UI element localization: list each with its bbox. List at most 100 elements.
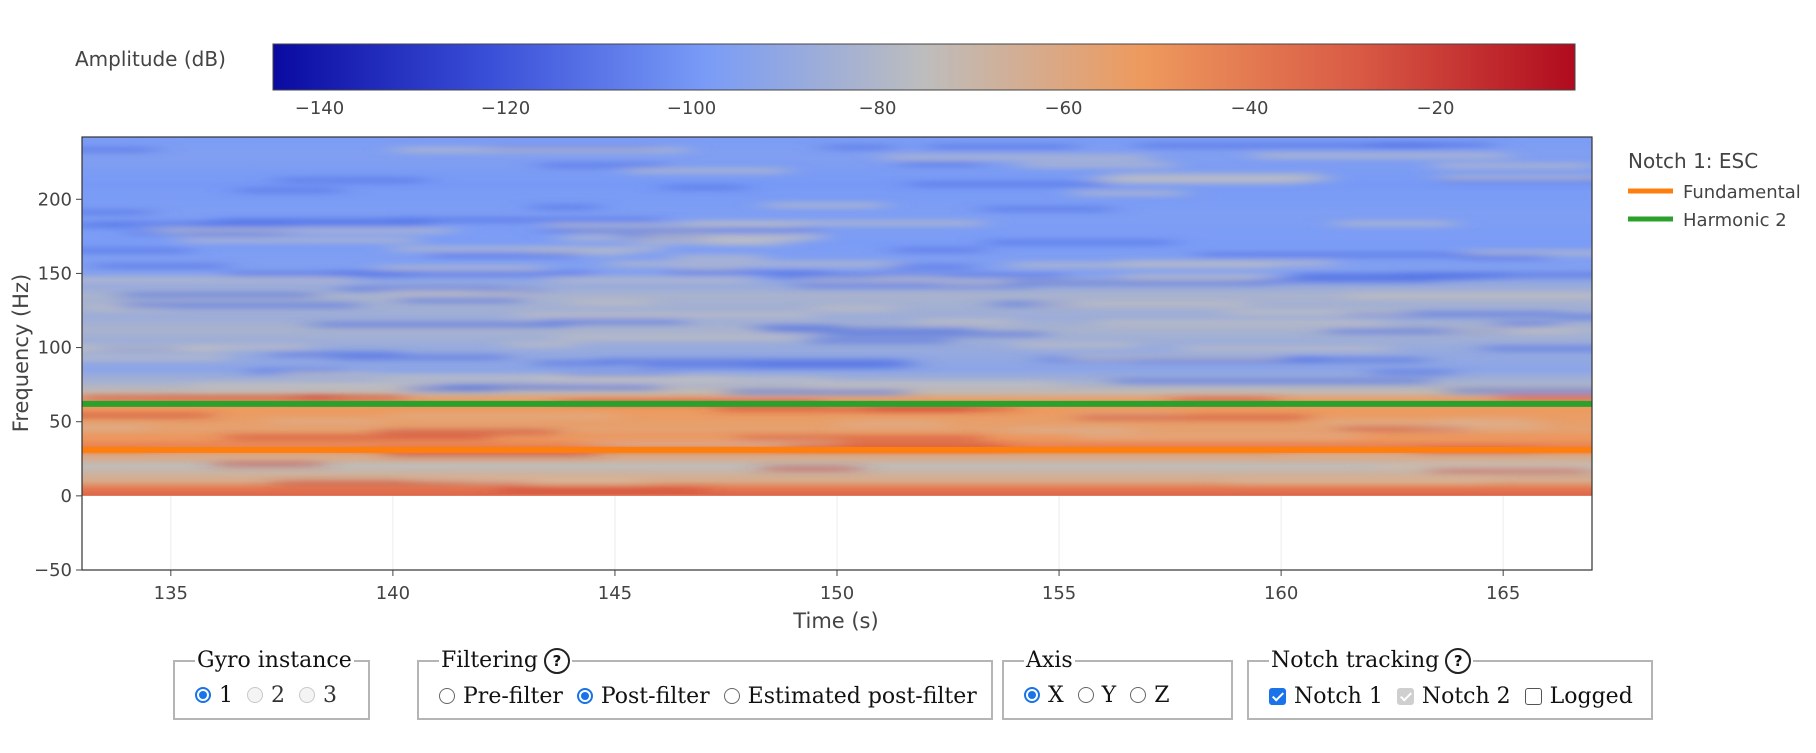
heatmap-streak [1453, 327, 1576, 334]
heatmap-streak [1041, 300, 1248, 307]
heatmap-streak [428, 252, 579, 259]
y-tick-label: 200 [38, 189, 72, 210]
axis-option-z[interactable]: Z [1130, 683, 1170, 708]
radio-axis-x[interactable] [1024, 687, 1040, 703]
heatmap-streak [1371, 142, 1491, 149]
heatmap-streak [82, 424, 149, 431]
notch-tracking-help-icon[interactable]: ? [1445, 648, 1472, 674]
heatmap-streak [1179, 345, 1389, 352]
radio-post-filter[interactable] [576, 688, 593, 704]
radio-gyro-2[interactable] [247, 687, 263, 703]
notch-option-notch-1[interactable]: Notch 1 [1269, 684, 1383, 709]
heatmap-streak [517, 312, 814, 319]
heatmap-streak [226, 434, 491, 441]
heatmap-streak [375, 374, 565, 381]
gyro-instance-option-3[interactable]: 3 [299, 683, 337, 708]
heatmap-streak [268, 351, 401, 358]
heatmap-streak [94, 263, 227, 270]
heatmap-streak [1439, 174, 1592, 181]
heatmap-streak [269, 418, 379, 425]
y-tick-label: 150 [38, 263, 72, 284]
heatmap-streak [1196, 252, 1477, 259]
heatmap-streak [1495, 321, 1558, 328]
legend-harmonic-2-label[interactable]: Harmonic 2 [1683, 210, 1787, 231]
checkbox-logged[interactable] [1524, 687, 1542, 705]
heatmap-streak [811, 381, 1056, 388]
filtering-option-estimated-post-filter[interactable]: Estimated post-filter [723, 684, 977, 709]
heatmap-streak [918, 318, 1014, 325]
axis-option-x[interactable]: X [1024, 683, 1064, 708]
heatmap-streak [1254, 152, 1509, 159]
heatmap-streak [530, 249, 631, 256]
heatmap-streak [1077, 414, 1311, 421]
filtering-option-pre-filter[interactable]: Pre-filter [439, 684, 563, 709]
heatmap-streak [1299, 274, 1474, 281]
heatmap-streak [795, 282, 1031, 289]
checkbox-notch-1[interactable] [1269, 687, 1286, 705]
colorbar-tick-label: −140 [295, 98, 344, 119]
radio-gyro-1[interactable] [195, 687, 211, 703]
heatmap-streak [439, 384, 660, 391]
legend[interactable]: Notch 1: ESC Fundamental Harmonic 2 [1628, 149, 1801, 231]
x-tick-label: 150 [820, 583, 854, 604]
radio-gyro-3[interactable] [299, 687, 315, 703]
heatmap-streak [1558, 313, 1592, 320]
x-tick-label: 135 [154, 583, 188, 604]
checkbox-notch-2[interactable] [1396, 687, 1414, 705]
heatmap-streak [668, 269, 827, 276]
heatmap-streak [643, 232, 824, 239]
gyro-instance-option-2[interactable]: 2 [247, 683, 285, 708]
heatmap-streak [638, 362, 896, 369]
heatmap-streak [899, 161, 982, 168]
heatmap-streak [82, 346, 226, 353]
heatmap-streak [534, 360, 621, 367]
heatmap-streak [763, 465, 859, 472]
notch-option-notch-2[interactable]: Notch 2 [1396, 684, 1511, 709]
heatmap-streak [1325, 328, 1509, 335]
axis-option-y[interactable]: Y [1077, 683, 1116, 708]
heatmap-streak [826, 331, 1046, 338]
colorbar-ticks: −140 −120 −100 −80 −60 −40 −20 [295, 98, 1455, 119]
legend-fundamental-label[interactable]: Fundamental [1683, 182, 1801, 203]
gyro-instance-option-1[interactable]: 1 [195, 683, 233, 708]
heatmap-streak [570, 299, 651, 306]
heatmap-streak [755, 324, 840, 331]
heatmap-streak [338, 285, 500, 292]
radio-pre-filter[interactable] [439, 688, 455, 704]
heatmap-streak [406, 385, 499, 392]
notch-tracking-group: Notch tracking? Notch 1 Notch 2 Logged [1247, 648, 1653, 720]
heatmap-streak [190, 231, 274, 238]
heatmap-streak [378, 265, 543, 272]
notch-option-logged[interactable]: Logged [1524, 684, 1633, 709]
heatmap-streak [179, 237, 418, 244]
heatmap-streak [217, 217, 424, 224]
filtering-option-post-filter[interactable]: Post-filter [576, 684, 710, 709]
axis-group: Axis X Y Z [1002, 648, 1233, 720]
colorbar-tick-label: −80 [859, 98, 897, 119]
radio-axis-y[interactable] [1077, 687, 1094, 703]
heatmap-streak [892, 247, 985, 254]
heatmap-streak [1429, 467, 1588, 474]
heatmap-streak [1173, 396, 1275, 403]
heatmap-streak [1068, 354, 1282, 361]
heatmap-streak [1121, 260, 1334, 267]
heatmap-streak [82, 394, 339, 401]
heatmap-streak [120, 302, 360, 309]
heatmap-streak [559, 372, 679, 379]
colorbar-tick-label: −60 [1045, 98, 1083, 119]
heatmap-streak [82, 412, 211, 419]
heatmap-streak [1344, 311, 1561, 318]
heatmap-streak [806, 276, 887, 283]
radio-axis-z[interactable] [1130, 687, 1147, 703]
radio-estimated-post-filter[interactable] [723, 688, 740, 704]
y-tick-label: 0 [61, 486, 72, 507]
heatmap-streak [672, 254, 765, 261]
filtering-group: Filtering? Pre-filter Post-filter Estima… [417, 648, 993, 720]
heatmap-streak [1090, 176, 1330, 183]
filtering-help-icon[interactable]: ? [544, 648, 571, 674]
heatmap-streak [1319, 420, 1478, 427]
heatmap-streak [1020, 161, 1174, 168]
heatmap-streak [531, 204, 599, 211]
heatmap-streak [82, 222, 127, 229]
heatmap-streak [1010, 279, 1270, 286]
